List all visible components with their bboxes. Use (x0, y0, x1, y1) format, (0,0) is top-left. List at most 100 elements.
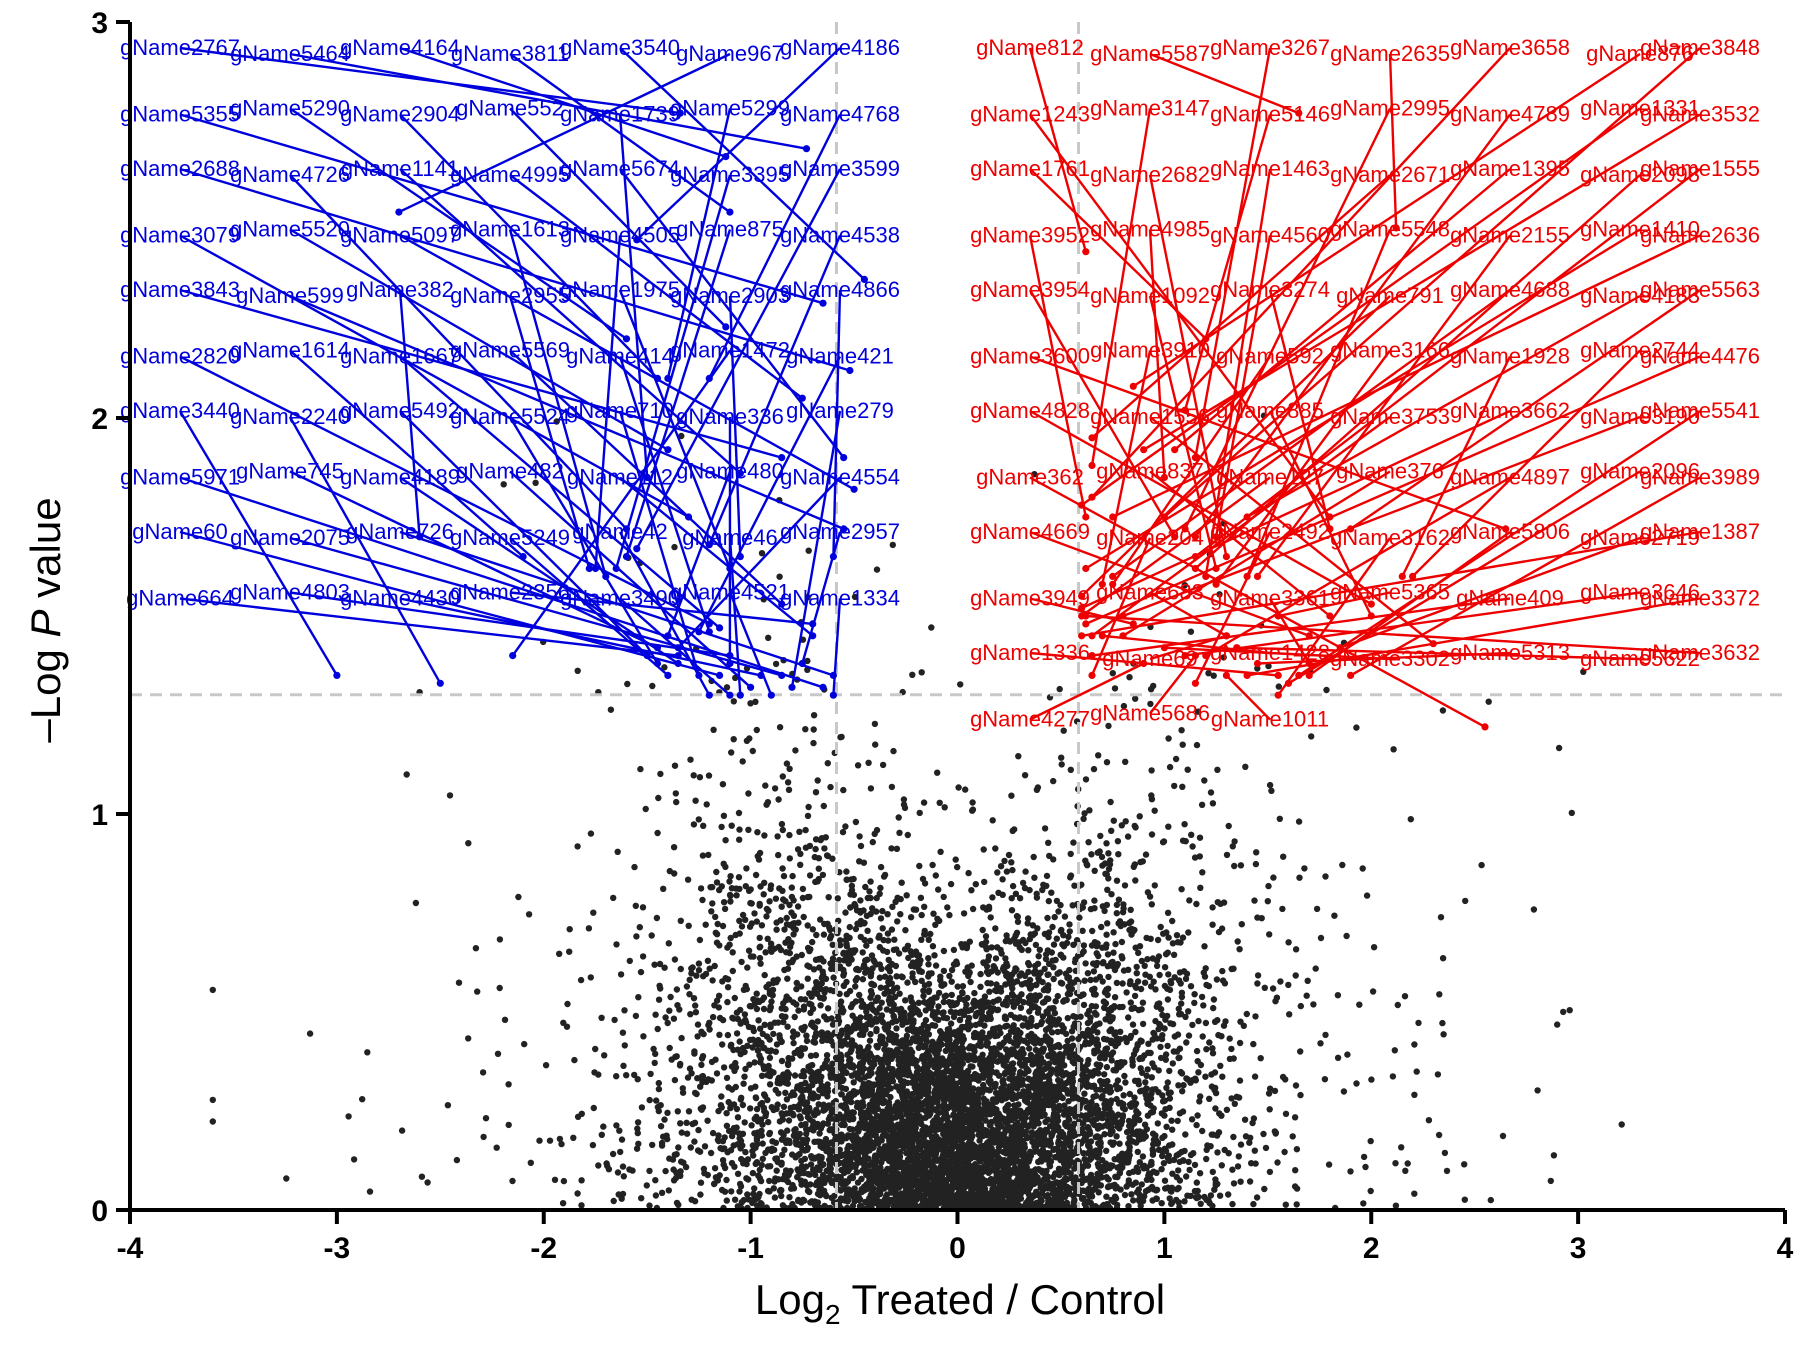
background-point (909, 671, 916, 678)
background-point (1499, 1132, 1507, 1140)
background-point (631, 863, 638, 871)
background-point (1293, 1201, 1300, 1208)
background-point (1038, 1190, 1046, 1197)
background-point (842, 909, 849, 916)
background-point (1137, 858, 1144, 866)
background-point (728, 1041, 735, 1049)
background-point (795, 1105, 803, 1112)
background-point (1172, 755, 1180, 763)
background-point (1271, 1087, 1279, 1095)
background-point (1113, 910, 1121, 917)
background-point (825, 894, 832, 901)
background-point (803, 1099, 811, 1106)
background-point (1064, 1037, 1071, 1045)
background-point (936, 799, 943, 806)
background-point (1009, 827, 1016, 835)
background-point (1223, 851, 1231, 859)
background-point (881, 990, 888, 997)
background-point (988, 944, 995, 951)
background-point (505, 1081, 512, 1088)
background-point (1131, 1094, 1138, 1101)
background-point (1137, 985, 1145, 993)
background-point (1210, 1004, 1217, 1012)
background-point (509, 1177, 516, 1185)
background-point (1353, 1080, 1360, 1087)
background-point (895, 814, 902, 821)
background-point (772, 660, 780, 668)
background-point (1024, 920, 1031, 927)
background-point (976, 1137, 983, 1144)
background-point (857, 897, 864, 904)
background-point (758, 550, 766, 557)
background-point (1201, 943, 1208, 950)
background-point (1022, 1097, 1029, 1104)
background-point (655, 794, 662, 802)
background-point (1246, 1178, 1254, 1185)
background-point (816, 964, 823, 971)
background-point (1026, 1045, 1033, 1052)
background-point (1103, 840, 1110, 847)
background-point (664, 1019, 671, 1027)
background-point (1265, 882, 1272, 890)
background-point (1082, 960, 1089, 967)
background-point (685, 1108, 693, 1115)
background-point (893, 984, 901, 991)
background-point (1461, 1161, 1468, 1168)
background-point (283, 1175, 290, 1182)
background-point (1367, 1137, 1374, 1145)
background-point (1215, 1031, 1222, 1039)
background-point (1185, 1008, 1192, 1015)
background-point (1151, 882, 1159, 889)
background-point (885, 937, 892, 944)
background-point (1175, 1167, 1182, 1174)
background-point (1166, 1095, 1174, 1102)
background-point (1402, 1167, 1409, 1175)
background-point (700, 1030, 707, 1038)
background-point (1133, 970, 1141, 977)
background-point (684, 876, 692, 883)
background-point (854, 762, 862, 769)
background-point (1292, 972, 1299, 979)
background-point (1090, 968, 1098, 975)
background-point (995, 1072, 1003, 1079)
background-point (1080, 815, 1087, 822)
background-point (1369, 988, 1377, 995)
background-point (808, 1021, 815, 1028)
background-point (1153, 1169, 1160, 1177)
background-point (1088, 851, 1095, 858)
background-point (1079, 927, 1086, 934)
background-point (1261, 984, 1269, 991)
background-point (934, 1099, 941, 1106)
background-point (1275, 683, 1283, 690)
background-point (713, 931, 721, 938)
background-point (854, 1179, 862, 1186)
background-point (752, 1040, 759, 1047)
background-point (712, 913, 719, 921)
background-point (673, 1151, 680, 1158)
background-point (1266, 1168, 1274, 1176)
background-point (693, 1090, 700, 1098)
background-point (1193, 900, 1200, 908)
background-point (1196, 853, 1204, 860)
background-point (749, 747, 756, 755)
background-point (671, 956, 679, 963)
background-point (650, 1045, 657, 1053)
background-point (661, 1116, 668, 1123)
background-point (773, 1167, 780, 1174)
background-point (771, 785, 779, 792)
background-point (1179, 837, 1187, 844)
background-point (805, 547, 812, 554)
background-point (1213, 976, 1221, 983)
background-point (857, 1014, 864, 1021)
background-point (766, 1081, 774, 1088)
background-point (1367, 1187, 1374, 1195)
background-point (560, 1177, 568, 1185)
background-point (587, 830, 595, 837)
background-point (1580, 668, 1587, 675)
background-point (1094, 1029, 1101, 1036)
background-point (1129, 1021, 1137, 1028)
background-point (1033, 890, 1040, 897)
background-point (866, 888, 873, 895)
background-point (870, 1092, 877, 1099)
background-point (796, 828, 803, 835)
